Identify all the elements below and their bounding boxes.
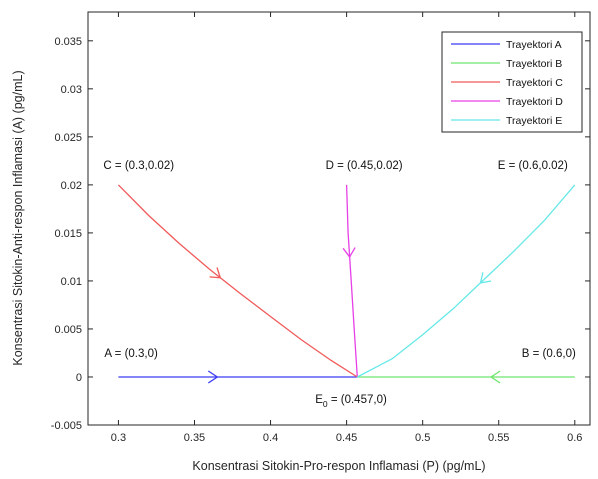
annotation-c: C = (0.3,0.02) bbox=[103, 160, 174, 172]
x-tick-label: 0.55 bbox=[488, 432, 509, 444]
series-line-c bbox=[117, 184, 358, 378]
y-tick-label: 0.005 bbox=[54, 324, 82, 336]
series-arrow-d bbox=[342, 247, 356, 259]
series-line-d bbox=[345, 184, 358, 378]
y-tick-label: 0.015 bbox=[54, 228, 82, 240]
x-tick-label: 0.35 bbox=[184, 432, 205, 444]
series-arrow-a bbox=[207, 370, 219, 384]
x-tick-label: 0.5 bbox=[415, 432, 430, 444]
annotation-e: E = (0.6,0.02) bbox=[498, 160, 568, 172]
series-layer bbox=[117, 184, 576, 384]
legend-label-e: Trayektori E bbox=[506, 115, 562, 127]
annotation-b: B = (0.6,0) bbox=[522, 348, 576, 360]
x-tick-label: 0.4 bbox=[263, 432, 278, 444]
annotations: A = (0.3,0) B = (0.6,0) C = (0.3,0.02) D = … bbox=[103, 160, 576, 409]
legend-label-a: Trayektori A bbox=[506, 39, 562, 51]
annotation-d: D = (0.45,0.02) bbox=[326, 160, 403, 172]
legend: Trayektori A Trayektori B Trayektori C Tray… bbox=[441, 31, 583, 133]
y-axis-title: Konsentrasi Sitokin-Anti-respon Inflamas… bbox=[11, 70, 25, 365]
series-arrow-c bbox=[209, 267, 222, 279]
y-tick-label: -0.005 bbox=[51, 420, 82, 432]
legend-label-b: Trayektori B bbox=[506, 58, 562, 70]
annotation-e0: E0 = (0.457,0) bbox=[315, 394, 387, 409]
y-tick-label: 0.01 bbox=[61, 276, 82, 288]
y-tick-label: 0.035 bbox=[54, 36, 82, 48]
annotation-a: A = (0.3,0) bbox=[104, 348, 158, 360]
x-axis-title: Konsentrasi Sitokin-Pro-respon Inflamasi… bbox=[192, 459, 485, 473]
y-tick-label: 0 bbox=[76, 372, 82, 384]
y-tick-label: 0.025 bbox=[54, 132, 82, 144]
axes: 0.3 0.35 0.4 0.45 0.5 0.55 0.6 -0.005 0 0.005 0.01… bbox=[51, 11, 591, 444]
legend-label-d: Trayektori D bbox=[506, 96, 563, 108]
series-line-e bbox=[356, 184, 576, 378]
legend-label-c: Trayektori C bbox=[506, 77, 563, 89]
y-tick-label: 0.02 bbox=[61, 180, 82, 192]
x-tick-label: 0.3 bbox=[111, 432, 126, 444]
x-tick-label: 0.6 bbox=[567, 432, 582, 444]
series-arrow-b bbox=[489, 370, 501, 384]
x-tick-label: 0.45 bbox=[336, 432, 357, 444]
axes-box bbox=[87, 11, 591, 426]
series-arrow-e bbox=[479, 272, 492, 284]
y-tick-label: 0.03 bbox=[61, 84, 82, 96]
